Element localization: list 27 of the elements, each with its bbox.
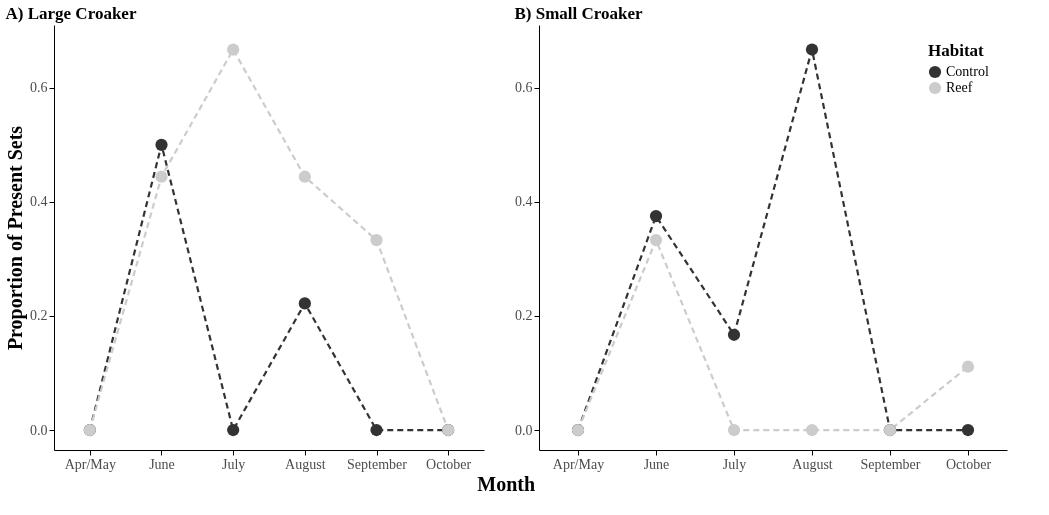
x-tick-label: September [860, 456, 921, 472]
y-axis-title: Proportion of Present Sets [4, 125, 27, 351]
legend-title: Habitat [928, 41, 985, 60]
x-tick-label: Apr/May [64, 456, 116, 472]
y-tick-label: 0.2 [30, 308, 48, 324]
legend-label: Control [946, 64, 989, 79]
y-tick-label: 0.4 [30, 194, 48, 210]
x-tick-label: August [792, 456, 833, 472]
y-tick-label: 0.2 [515, 308, 533, 324]
x-tick-label: Apr/May [552, 456, 605, 472]
y-tick-label: 0.6 [515, 80, 533, 96]
x-tick-label: August [285, 456, 326, 472]
chart-title: A) Large Croaker [5, 4, 137, 23]
y-tick-label: 0.4 [515, 194, 533, 210]
y-tick-label: 0.0 [30, 422, 48, 438]
x-tick-label: September [347, 456, 408, 472]
chart-title: B) Small Croaker [514, 4, 644, 23]
x-axis-title: Month [477, 473, 536, 495]
y-tick-label: 0.6 [30, 80, 48, 96]
x-tick-label: July [722, 456, 747, 472]
x-tick-label: October [945, 456, 992, 472]
legend-label: Reef [946, 80, 973, 95]
x-tick-label: June [643, 456, 670, 472]
x-tick-label: July [221, 456, 246, 472]
y-tick-label: 0.0 [515, 422, 533, 438]
x-tick-label: June [149, 456, 175, 472]
x-tick-label: October [426, 456, 472, 472]
